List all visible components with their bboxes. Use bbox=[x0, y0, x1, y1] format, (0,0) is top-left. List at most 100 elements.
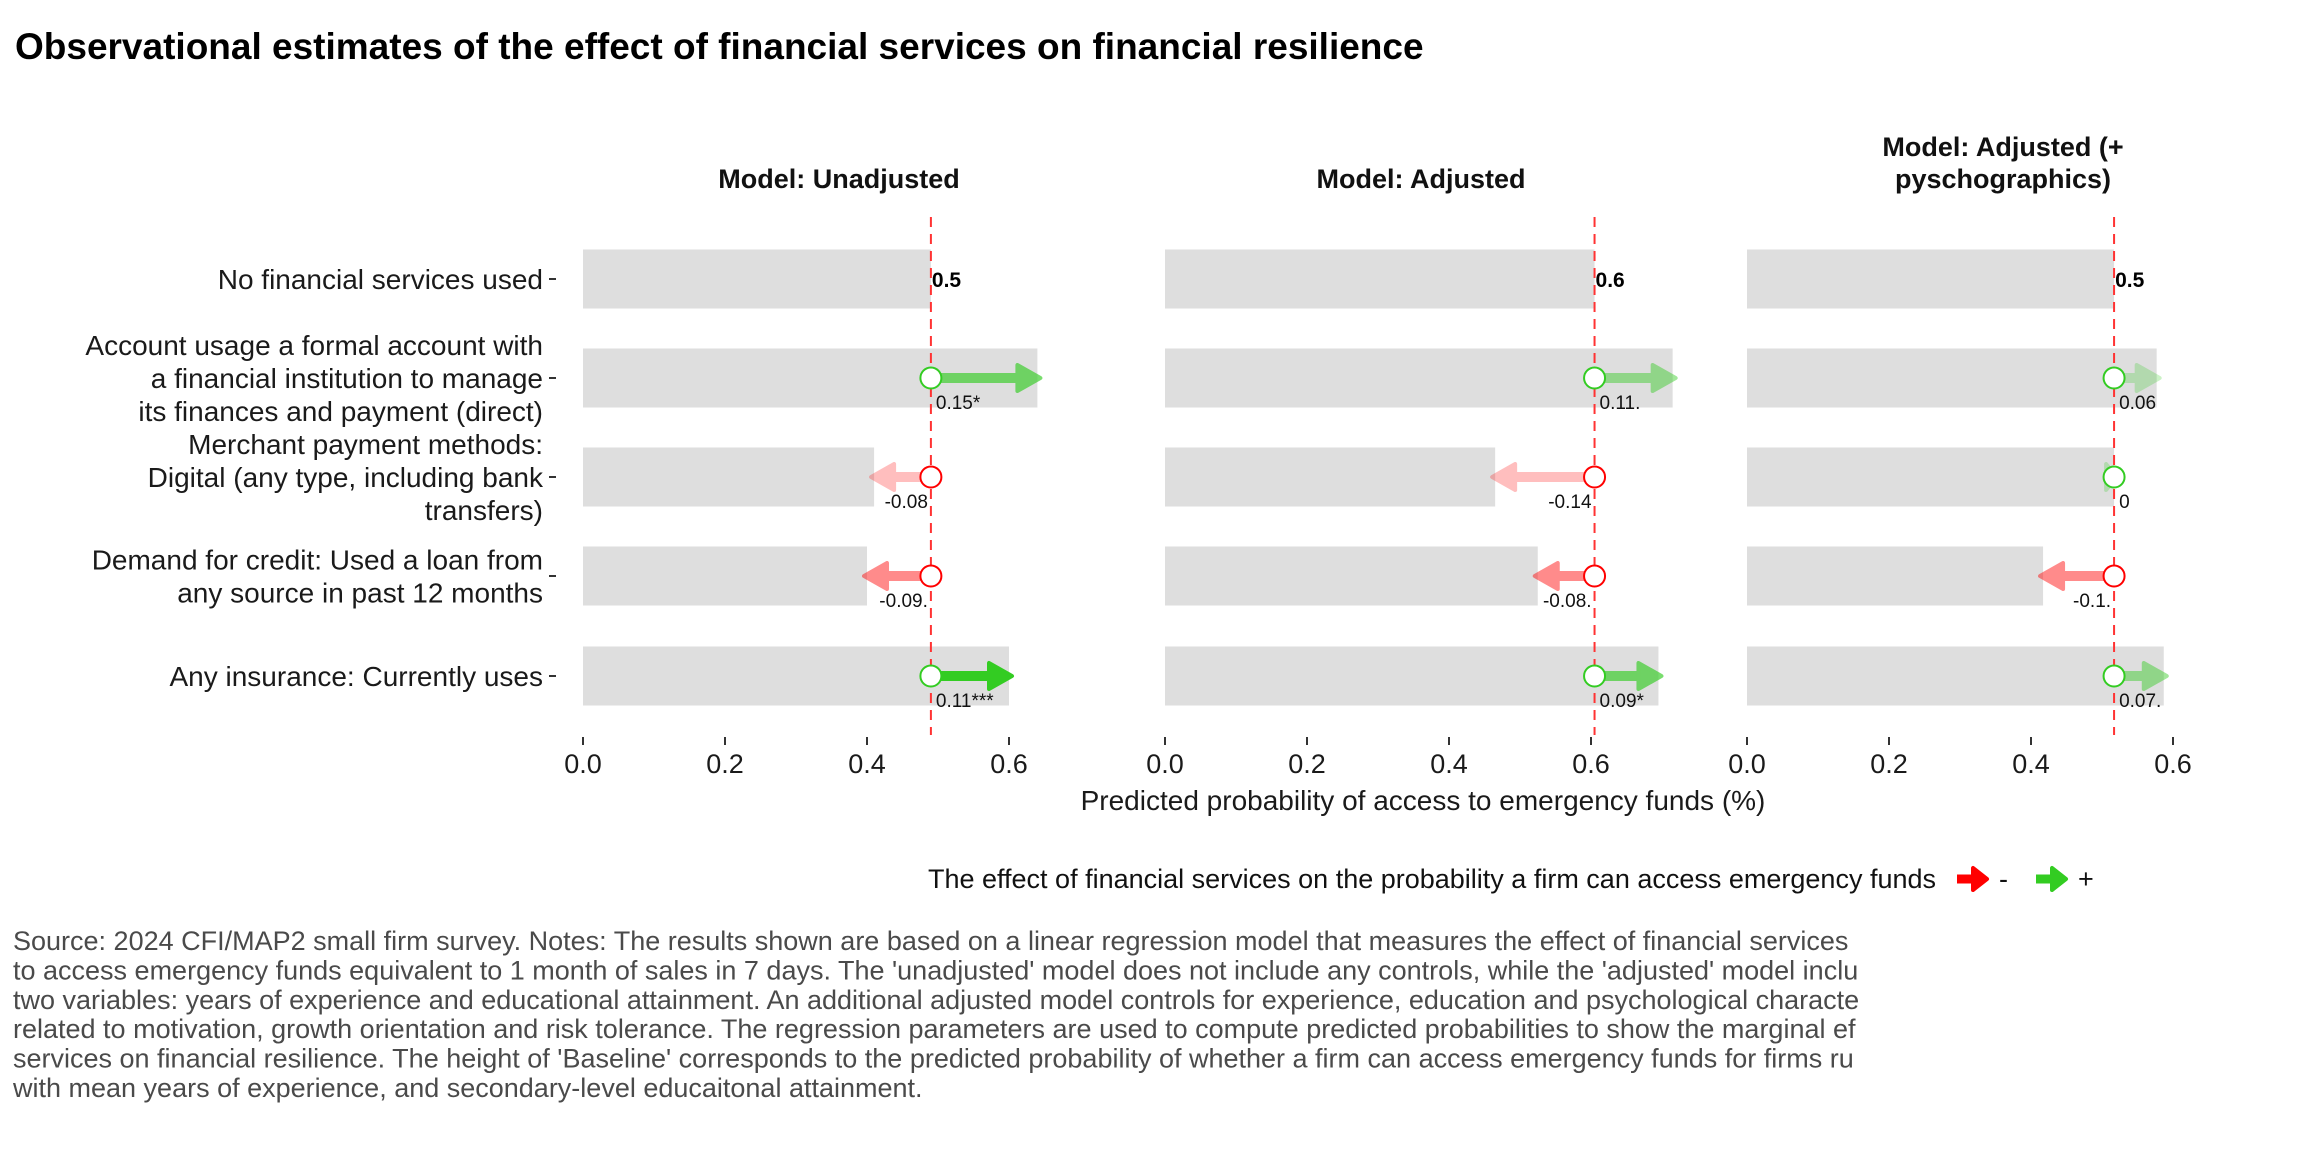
effect-label: 0 bbox=[2119, 492, 2130, 513]
caption: Source: 2024 CFI/MAP2 small firm survey.… bbox=[12, 926, 1859, 1103]
legend-key-negative: - bbox=[1957, 864, 2008, 894]
y-tick-label: Account usage a formal account with a fin… bbox=[85, 330, 543, 427]
effect-label: 0.07. bbox=[2119, 691, 2161, 712]
x-tick-label: 0.4 bbox=[848, 749, 886, 779]
negative-effect-arrow bbox=[1490, 462, 1595, 492]
y-tick-label-line: Account usage a formal account with bbox=[85, 330, 543, 361]
x-tick-label: 0.2 bbox=[706, 749, 744, 779]
y-tick-label-line: No financial services used bbox=[218, 264, 543, 295]
panel-title: pyschographics) bbox=[1895, 164, 2111, 194]
baseline-point bbox=[2102, 664, 2126, 688]
x-tick-label: 0.0 bbox=[564, 749, 602, 779]
panel-title: Model: Adjusted bbox=[1317, 164, 1526, 194]
bar bbox=[1165, 646, 1659, 706]
panel-1: Model: Unadjusted 0.0 0.2 0.4 0.6 0.5 0.15* -0.… bbox=[564, 164, 1043, 779]
x-tick-label: 0.6 bbox=[990, 749, 1028, 779]
effect-label: 0.11*** bbox=[936, 691, 994, 712]
effect-label: -0.09. bbox=[879, 591, 928, 612]
x-tick-label: 0.6 bbox=[1572, 749, 1610, 779]
bar bbox=[583, 546, 867, 606]
y-tick-label-line: Merchant payment methods: bbox=[188, 429, 543, 460]
panel-3: Model: Adjusted (+pyschographics) 0.0 0.2 0… bbox=[1728, 132, 2192, 779]
baseline-point bbox=[919, 664, 943, 688]
caption-line: with mean years of experience, and secon… bbox=[12, 1073, 923, 1103]
legend-arrow-head bbox=[1971, 866, 1989, 892]
bar bbox=[1165, 249, 1595, 309]
arrow-head bbox=[2134, 363, 2162, 393]
bar bbox=[583, 249, 931, 309]
baseline-point bbox=[2102, 564, 2126, 588]
caption-line: related to motivation, growth orientatio… bbox=[13, 1014, 1856, 1044]
x-tick-label: 0.6 bbox=[2154, 749, 2192, 779]
x-tick-label: 0.4 bbox=[2012, 749, 2050, 779]
arrow-head bbox=[1015, 363, 1043, 393]
arrow-head bbox=[1650, 363, 1678, 393]
caption-line: to access emergency funds equivalent to … bbox=[13, 955, 1858, 985]
legend-label: + bbox=[2078, 864, 2094, 894]
y-tick-label-line: a financial institution to manage bbox=[151, 363, 543, 394]
panels: Model: Unadjusted 0.0 0.2 0.4 0.6 0.5 0.15* -0.… bbox=[564, 132, 2192, 779]
baseline-label: 0.5 bbox=[932, 269, 962, 292]
baseline-point bbox=[919, 564, 943, 588]
effect-label: 0.15* bbox=[936, 393, 981, 414]
legend-label: - bbox=[1999, 864, 2008, 894]
x-tick-label: 0.4 bbox=[1430, 749, 1468, 779]
bar bbox=[1747, 447, 2115, 507]
arrow-head bbox=[987, 661, 1014, 691]
panel-2: Model: Adjusted 0.0 0.2 0.4 0.6 0.6 0.11. -0.14… bbox=[1146, 164, 1678, 779]
bar bbox=[1747, 249, 2115, 309]
effect-label: -0.08 bbox=[885, 492, 928, 513]
effect-label: 0.06 bbox=[2119, 393, 2156, 414]
legend-title: The effect of financial services on the … bbox=[928, 864, 1936, 894]
y-tick-label: Any insurance: Currently uses bbox=[169, 661, 543, 692]
legend-arrow-head bbox=[2050, 866, 2068, 892]
effect-label: 0.09* bbox=[1600, 691, 1645, 712]
effect-label: -0.08. bbox=[1543, 591, 1592, 612]
baseline-label: 0.6 bbox=[1596, 269, 1625, 292]
effect-label: -0.14 bbox=[1548, 492, 1592, 513]
baseline-point bbox=[1583, 564, 1607, 588]
effect-label: 0.11. bbox=[1600, 393, 1641, 414]
x-axis-label: Predicted probability of access to emerg… bbox=[1081, 785, 1766, 816]
y-tick-label: Demand for credit: Used a loan from any s… bbox=[92, 545, 543, 609]
x-tick-label: 0.2 bbox=[1870, 749, 1908, 779]
x-tick-label: 0.2 bbox=[1288, 749, 1326, 779]
baseline-point bbox=[2102, 465, 2126, 489]
y-tick-label-line: Digital (any type, including bank bbox=[148, 462, 544, 493]
baseline-point bbox=[1583, 366, 1607, 390]
caption-line: services on financial resilience. The he… bbox=[13, 1044, 1854, 1074]
baseline-point bbox=[1583, 465, 1607, 489]
bar bbox=[1165, 447, 1496, 507]
bar bbox=[1747, 348, 2157, 408]
caption-line: two variables: years of experience and e… bbox=[13, 985, 1859, 1015]
arrow-head bbox=[862, 561, 889, 591]
bar bbox=[1747, 646, 2164, 706]
y-tick-label: Merchant payment methods: Digital (any ty… bbox=[148, 429, 544, 526]
y-tick-label-line: Any insurance: Currently uses bbox=[169, 661, 543, 692]
arrow-head bbox=[869, 462, 897, 492]
effect-label: -0.1. bbox=[2073, 591, 2111, 612]
bar bbox=[1165, 546, 1538, 606]
baseline-label: 0.5 bbox=[2115, 269, 2145, 292]
caption-line: Source: 2024 CFI/MAP2 small firm survey.… bbox=[13, 926, 1848, 956]
arrow-head bbox=[1532, 561, 1560, 591]
arrow-head bbox=[1636, 661, 1664, 691]
positive-effect-arrow bbox=[930, 363, 1043, 393]
y-tick-label-line: Demand for credit: Used a loan from bbox=[92, 545, 543, 576]
legend: The effect of financial services on the … bbox=[928, 864, 2094, 894]
baseline-point bbox=[2102, 366, 2126, 390]
baseline-point bbox=[1583, 664, 1607, 688]
panel-title: Model: Adjusted (+ bbox=[1882, 132, 2123, 162]
y-tick-label-line: transfers) bbox=[425, 495, 543, 526]
legend-key-positive: + bbox=[2036, 864, 2094, 894]
panel-title: Model: Unadjusted bbox=[718, 164, 960, 194]
arrow-head bbox=[2141, 661, 2169, 691]
baseline-point bbox=[919, 366, 943, 390]
y-tick-label-line: any source in past 12 months bbox=[177, 578, 543, 609]
x-tick-label: 0.0 bbox=[1728, 749, 1766, 779]
bar bbox=[583, 447, 875, 507]
y-tick-label-line: its finances and payment (direct) bbox=[138, 396, 543, 427]
bar bbox=[1747, 546, 2044, 606]
arrow-head bbox=[2038, 561, 2066, 591]
